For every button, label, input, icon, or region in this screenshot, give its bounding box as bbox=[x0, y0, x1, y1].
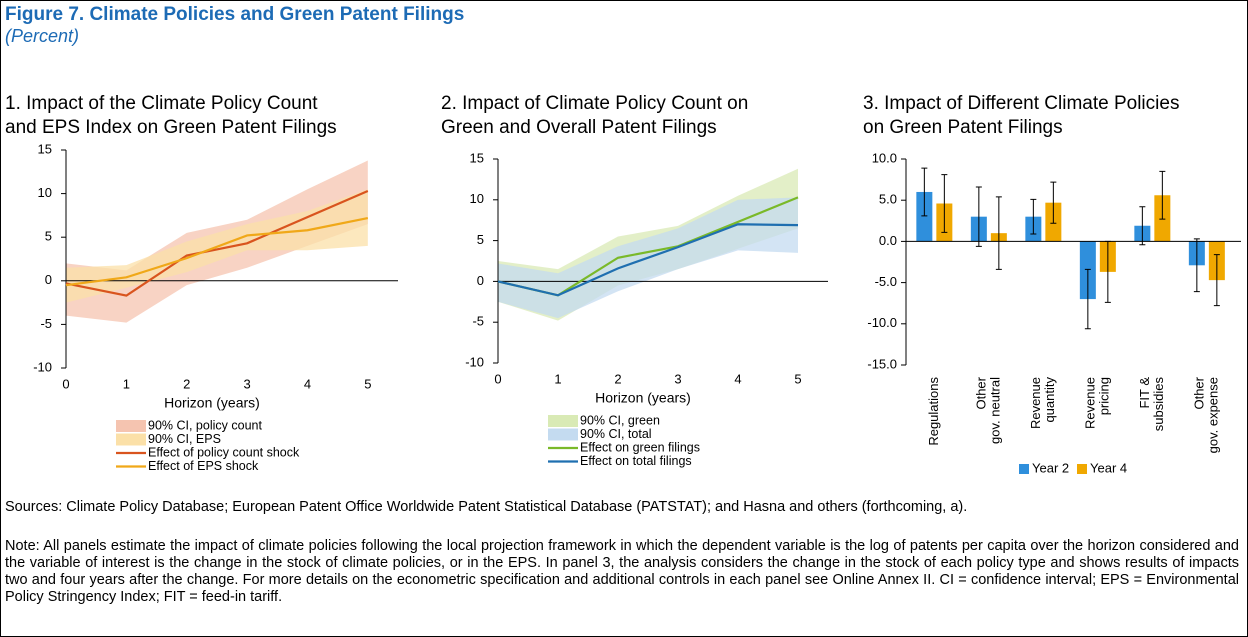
bar bbox=[916, 191, 933, 242]
x-tick-label: 0 bbox=[62, 376, 69, 391]
legend-label: Effect on green filings bbox=[580, 440, 700, 454]
y-tick-label: 0.0 bbox=[879, 233, 897, 248]
panel-title: 2. Impact of Climate Policy Count on bbox=[441, 93, 748, 114]
y-tick-label: -10 bbox=[465, 354, 484, 369]
x-tick-label: 5 bbox=[364, 376, 371, 391]
error-bar bbox=[941, 174, 948, 233]
error-bar bbox=[921, 167, 928, 217]
y-tick-label: -5 bbox=[40, 316, 52, 331]
panel-title: 3. Impact of Different Climate Policies bbox=[863, 93, 1179, 114]
y-tick-label: 10 bbox=[38, 185, 52, 200]
y-tick-label: 5.0 bbox=[879, 192, 897, 207]
y-tick-label: 10.0 bbox=[872, 150, 897, 165]
x-tick-label: Revenue bbox=[1082, 377, 1097, 429]
x-tick-label: 2 bbox=[614, 371, 621, 386]
y-tick-label: 5 bbox=[477, 232, 484, 247]
x-tick-label: 5 bbox=[794, 371, 801, 386]
panel-title: Green and Overall Patent Filings bbox=[441, 117, 717, 138]
legend-swatch bbox=[548, 415, 578, 427]
legend-swatch bbox=[1077, 464, 1087, 474]
line bbox=[65, 189, 369, 297]
legend-swatch bbox=[1019, 464, 1029, 474]
legend-swatch bbox=[116, 433, 146, 446]
sources: Sources: Climate Policy Database; Europe… bbox=[5, 499, 968, 515]
line bbox=[497, 223, 799, 297]
error-bar bbox=[1050, 181, 1057, 224]
y-tick-label: 5 bbox=[45, 229, 52, 244]
panel-title: and EPS Index on Green Patent Filings bbox=[5, 117, 337, 138]
x-tick-label: Regulations bbox=[926, 377, 941, 446]
x-tick-label: FIT & bbox=[1137, 377, 1152, 409]
y-tick-label: 10 bbox=[470, 191, 484, 206]
legend-swatch bbox=[116, 420, 146, 432]
x-tick-label: subsidies bbox=[1151, 377, 1166, 432]
error-bar bbox=[995, 196, 1002, 270]
legend-label: Year 4 bbox=[1090, 460, 1127, 475]
line bbox=[65, 216, 369, 287]
x-tick-label: 1 bbox=[123, 376, 130, 391]
x-tick-label: 4 bbox=[304, 376, 311, 391]
error-bar bbox=[1193, 238, 1200, 293]
y-tick-label: 0 bbox=[45, 272, 52, 287]
x-tick-label: pricing bbox=[1096, 377, 1111, 415]
x-tick-label: 1 bbox=[554, 371, 561, 386]
figure-subtitle: (Percent) bbox=[5, 26, 79, 46]
legend-label: 90% CI, green bbox=[580, 413, 660, 427]
x-tick-label: 3 bbox=[674, 371, 681, 386]
legend-label: 90% CI, policy count bbox=[148, 418, 262, 432]
y-tick-label: -10 bbox=[33, 359, 52, 374]
legend-label: Year 2 bbox=[1032, 460, 1069, 475]
error-bar bbox=[975, 186, 982, 247]
panel-title: 1. Impact of the Climate Policy Count bbox=[5, 93, 318, 114]
y-tick-label: -10.0 bbox=[867, 315, 897, 330]
y-tick-label: 15 bbox=[38, 141, 52, 156]
error-bar bbox=[1084, 268, 1091, 330]
legend-label: Effect on total filings bbox=[580, 454, 692, 468]
note: Note: All panels estimate the impact of … bbox=[5, 538, 1239, 605]
x-tick-label: gov. expense bbox=[1205, 377, 1220, 453]
x-tick-label: 0 bbox=[494, 371, 501, 386]
y-tick-label: -5.0 bbox=[875, 274, 897, 289]
figure-title: Figure 7. Climate Policies and Green Pat… bbox=[5, 4, 464, 25]
y-tick-label: 15 bbox=[470, 150, 484, 165]
x-tick-label: gov. neutral bbox=[987, 377, 1002, 444]
y-tick-label: -5 bbox=[472, 314, 484, 329]
x-tick-label: Other bbox=[973, 376, 988, 409]
x-tick-label: 2 bbox=[183, 376, 190, 391]
x-tick-label: 3 bbox=[243, 376, 250, 391]
error-bar bbox=[1159, 170, 1166, 220]
x-axis-label: Horizon (years) bbox=[164, 395, 260, 411]
chart: Figure 7. Climate Policies and Green Pat… bbox=[5, 4, 1241, 475]
legend-label: 90% CI, EPS bbox=[148, 432, 221, 446]
x-tick-label: Other bbox=[1191, 376, 1206, 409]
legend-label: Effect of EPS shock bbox=[148, 459, 259, 473]
x-tick-label: 4 bbox=[734, 371, 741, 386]
legend-swatch bbox=[548, 428, 578, 441]
error-bar bbox=[1139, 206, 1146, 246]
x-axis-label: Horizon (years) bbox=[595, 390, 691, 406]
x-tick-label: quantity bbox=[1042, 377, 1057, 423]
error-bar bbox=[1030, 198, 1037, 235]
x-tick-label: Revenue bbox=[1028, 377, 1043, 429]
panel-title: on Green Patent Filings bbox=[863, 117, 1063, 138]
error-bar bbox=[1213, 254, 1220, 307]
legend-label: Effect of policy count shock bbox=[148, 445, 300, 459]
legend-label: 90% CI, total bbox=[580, 427, 652, 441]
y-tick-label: -15.0 bbox=[867, 356, 897, 371]
y-tick-label: 0 bbox=[477, 273, 484, 288]
